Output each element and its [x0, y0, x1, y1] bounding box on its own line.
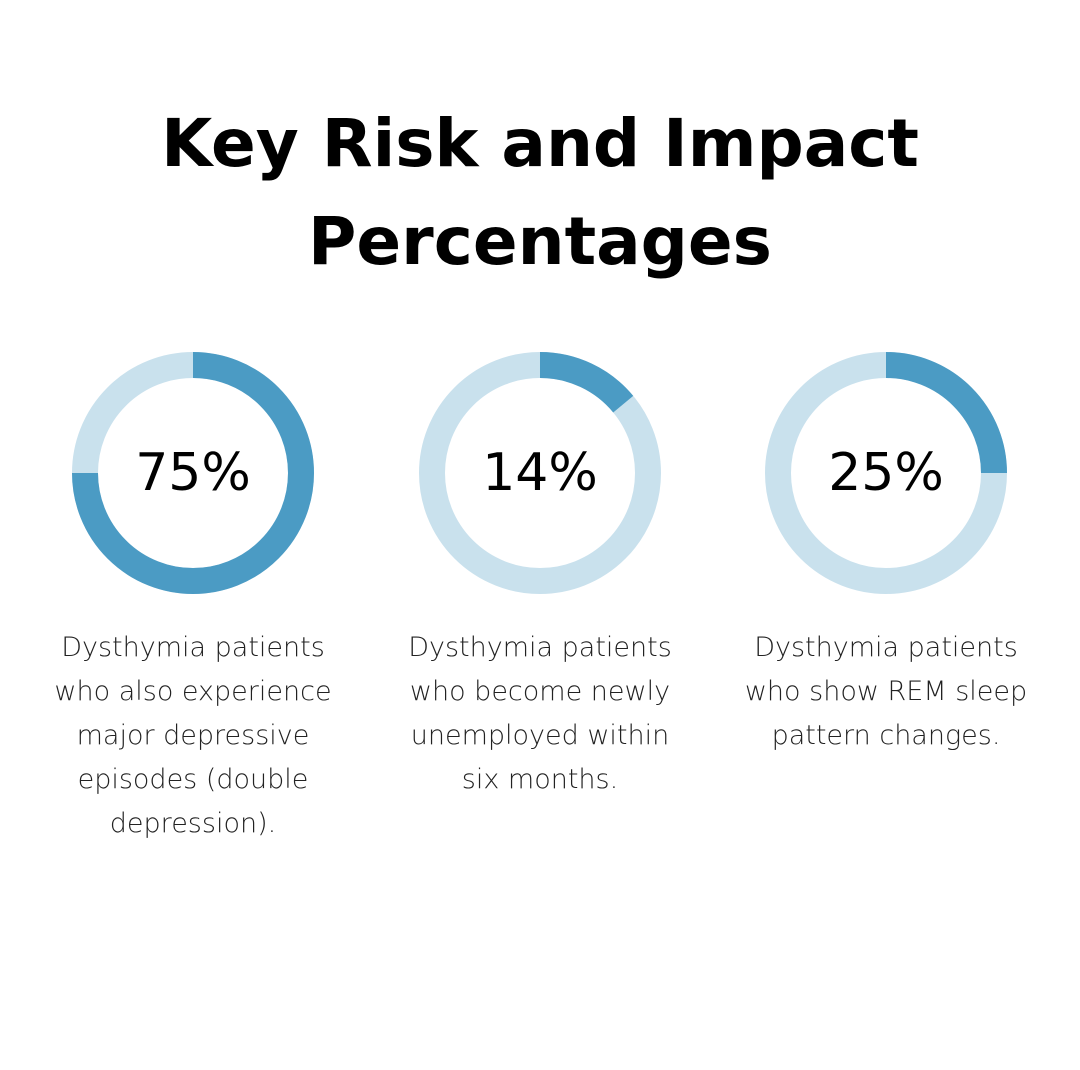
percentage-label: 14%: [482, 443, 598, 503]
page-title: Key Risk and Impact Percentages: [0, 95, 1080, 291]
stat-description: Dysthymia patients who show REM sleep pa…: [744, 632, 1028, 751]
stat-card-unemployment: 14% Dysthymia patients who become newly …: [390, 350, 690, 802]
donut-chart: 75%: [72, 352, 314, 594]
donut-chart: 25%: [765, 352, 1007, 594]
percentage-label: 75%: [135, 443, 251, 503]
donut-arc: [72, 352, 314, 594]
title-line-2: Percentages: [308, 203, 772, 280]
stat-card-rem-sleep: 25% Dysthymia patients who show REM slee…: [736, 350, 1036, 758]
title-line-1: Key Risk and Impact: [161, 105, 919, 182]
stat-description: Dysthymia patients who become newly unem…: [408, 632, 672, 795]
percentage-label: 25%: [828, 443, 944, 503]
stat-card-double-depression: 75% Dysthymia patients who also experien…: [43, 350, 343, 846]
donut-arc: [885, 352, 1007, 474]
stat-description: Dysthymia patients who also experience m…: [54, 632, 332, 839]
donut-chart: 14%: [419, 352, 661, 594]
donut-arc: [539, 352, 634, 413]
